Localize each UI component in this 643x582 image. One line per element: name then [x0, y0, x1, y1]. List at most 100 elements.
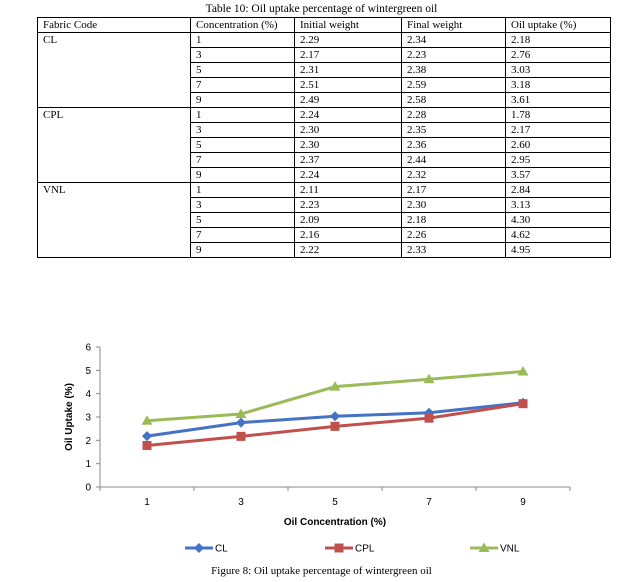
final-weight-cell: 2.28 [401, 107, 506, 123]
final-weight-cell: 2.23 [401, 47, 506, 63]
concentration-cell: 3 [190, 122, 295, 138]
data-point-vnl [141, 415, 153, 425]
initial-weight-cell: 2.11 [294, 182, 402, 198]
initial-weight-cell: 2.23 [294, 197, 402, 213]
data-point-cpl [330, 421, 340, 431]
table-row: 7 2.37 2.44 2.95 [38, 152, 611, 168]
figure-caption: Figure 8: Oil uptake percentage of winte… [211, 565, 432, 577]
initial-weight-cell: 2.29 [294, 32, 402, 48]
legend-marker [194, 543, 204, 553]
y-tick-label: 6 [85, 343, 91, 354]
initial-weight-cell: 2.30 [294, 122, 402, 138]
y-tick-label: 5 [85, 366, 91, 377]
data-point-cpl [236, 431, 246, 441]
final-weight-cell: 2.17 [401, 182, 506, 198]
table-row: 9 2.22 2.33 4.95 [38, 242, 611, 258]
initial-weight-cell: 2.17 [294, 47, 402, 63]
data-point-cl [330, 411, 340, 422]
data-point-vnl [517, 366, 529, 376]
legend-label: CL [215, 544, 228, 555]
data-point-cpl [518, 399, 528, 409]
final-weight-cell: 2.44 [401, 152, 506, 168]
final-weight-cell: 2.38 [401, 62, 506, 78]
initial-weight-cell: 2.51 [294, 77, 402, 93]
oil-uptake-cell: 2.18 [505, 32, 611, 48]
oil-uptake-cell: 3.13 [505, 197, 611, 213]
x-tick-label: 9 [520, 497, 526, 508]
legend-marker [334, 543, 344, 553]
fabric-code-cell: VNL [37, 182, 191, 258]
x-axis-title: Oil Concentration (%) [284, 517, 386, 528]
oil-uptake-cell: 2.60 [505, 137, 611, 153]
oil-uptake-cell: 3.57 [505, 167, 611, 183]
x-tick-label: 5 [332, 497, 338, 508]
y-tick-label: 3 [85, 413, 91, 424]
y-tick-label: 0 [85, 483, 91, 494]
concentration-cell: 5 [190, 137, 295, 153]
oil-uptake-cell: 4.30 [505, 212, 611, 228]
initial-weight-cell: 2.30 [294, 137, 402, 153]
table-header-row: Fabric Code Concentration (%) Initial we… [37, 17, 611, 33]
y-tick-label: 1 [85, 459, 91, 470]
initial-weight-cell: 2.09 [294, 212, 402, 228]
concentration-cell: 9 [190, 242, 295, 258]
final-weight-cell: 2.32 [401, 167, 506, 183]
legend-label: VNL [500, 544, 520, 555]
final-weight-cell: 2.36 [401, 137, 506, 153]
concentration-cell: 9 [190, 167, 295, 183]
final-weight-cell: 2.58 [401, 92, 506, 108]
initial-weight-cell: 2.24 [294, 167, 402, 183]
concentration-cell: 1 [190, 182, 295, 198]
header-oil-uptake: Oil uptake (%) [505, 17, 611, 33]
initial-weight-cell: 2.37 [294, 152, 402, 168]
initial-weight-cell: 2.49 [294, 92, 402, 108]
concentration-cell: 7 [190, 227, 295, 243]
final-weight-cell: 2.33 [401, 242, 506, 258]
initial-weight-cell: 2.22 [294, 242, 402, 258]
concentration-cell: 7 [190, 152, 295, 168]
initial-weight-cell: 2.24 [294, 107, 402, 123]
final-weight-cell: 2.59 [401, 77, 506, 93]
concentration-cell: 5 [190, 62, 295, 78]
final-weight-cell: 2.30 [401, 197, 506, 213]
oil-uptake-cell: 4.62 [505, 227, 611, 243]
final-weight-cell: 2.18 [401, 212, 506, 228]
y-tick-label: 4 [85, 389, 91, 400]
oil-uptake-cell: 2.95 [505, 152, 611, 168]
initial-weight-cell: 2.31 [294, 62, 402, 78]
data-point-cl [142, 431, 152, 442]
data-point-cl [236, 417, 246, 428]
y-tick-label: 2 [85, 436, 91, 447]
oil-uptake-cell: 3.18 [505, 77, 611, 93]
data-point-cpl [142, 440, 152, 450]
legend-marker [478, 542, 490, 552]
header-final-weight: Final weight [401, 17, 506, 33]
oil-uptake-cell: 3.03 [505, 62, 611, 78]
oil-uptake-cell: 4.95 [505, 242, 611, 258]
data-point-cpl [424, 413, 434, 423]
table-row: VNL 1 2.11 2.17 2.84 [37, 182, 611, 258]
header-concentration: Concentration (%) [190, 17, 295, 33]
oil-uptake-table: Fabric Code Concentration (%) Initial we… [37, 17, 611, 258]
table-row: CL 1 2.29 2.34 2.18 [37, 32, 611, 108]
final-weight-cell: 2.35 [401, 122, 506, 138]
table-row: 9 2.24 2.32 3.57 [38, 167, 611, 183]
data-point-vnl [235, 408, 247, 418]
x-tick-label: 7 [426, 497, 432, 508]
concentration-cell: 1 [190, 107, 295, 123]
concentration-cell: 1 [190, 32, 295, 48]
final-weight-cell: 2.34 [401, 32, 506, 48]
fabric-code-cell: CPL [37, 107, 191, 183]
x-tick-label: 1 [144, 497, 150, 508]
legend-label: CPL [355, 544, 375, 555]
y-axis-title: Oil Uptake (%) [64, 383, 75, 451]
x-tick-label: 3 [238, 497, 244, 508]
concentration-cell: 5 [190, 212, 295, 228]
header-fabric-code: Fabric Code [37, 17, 191, 33]
fabric-code-cell: CL [37, 32, 191, 108]
concentration-cell: 3 [190, 197, 295, 213]
concentration-cell: 3 [190, 47, 295, 63]
oil-uptake-cell: 2.17 [505, 122, 611, 138]
concentration-cell: 9 [190, 92, 295, 108]
table-row: CPL 1 2.24 2.28 1.78 [37, 107, 611, 183]
